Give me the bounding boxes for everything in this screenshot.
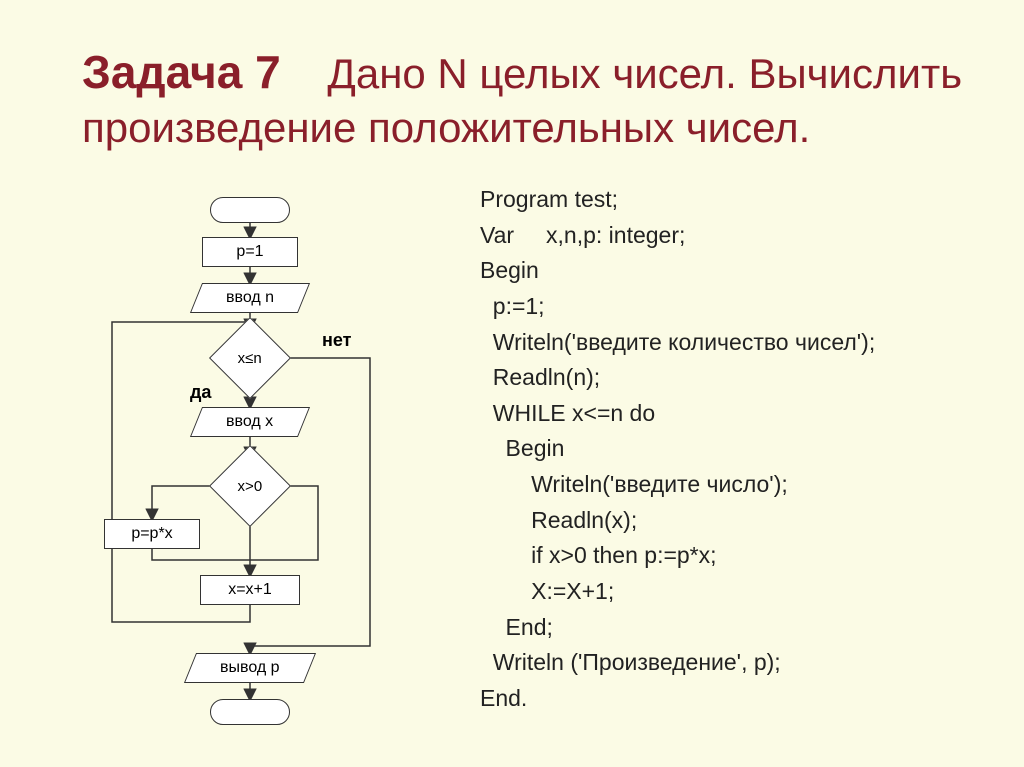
node-output-p: вывод p [184, 653, 316, 683]
node-cond2-text: x>0 [238, 477, 263, 494]
node-ppx-text: p=p*x [131, 525, 172, 543]
node-input-n: ввод n [190, 283, 310, 313]
node-ppx: p=p*x [104, 519, 200, 549]
title-block: Задача 7 Дано N целых чисел. Вычислить п… [82, 44, 964, 154]
node-input-x: ввод x [190, 407, 310, 437]
node-xinc: x=x+1 [200, 575, 300, 605]
label-no: нет [322, 330, 351, 351]
node-input-x-text: ввод x [226, 413, 273, 431]
node-input-n-text: ввод n [226, 289, 274, 307]
problem-text-1: Дано N целых чисел. Вычислить [327, 50, 962, 97]
node-p1-text: p=1 [236, 243, 263, 261]
node-start [210, 197, 290, 223]
node-output-p-text: вывод p [220, 659, 280, 677]
node-end [210, 699, 290, 725]
node-xinc-text: x=x+1 [228, 581, 272, 599]
title-line-2: произведение положительных чисел. [82, 102, 964, 155]
code-block: Program test; Var x,n,p: integer; Begin … [480, 182, 875, 757]
task-label: Задача 7 [82, 46, 281, 98]
label-yes: да [190, 382, 211, 403]
title-line-1: Задача 7 Дано N целых чисел. Вычислить [82, 44, 964, 102]
node-cond1-text: x≤n [238, 349, 262, 366]
content-row: p=1 ввод n x≤n нет да ввод x x>0 p=p*x x… [70, 190, 969, 757]
node-p1: p=1 [202, 237, 298, 267]
flowchart: p=1 ввод n x≤n нет да ввод x x>0 p=p*x x… [70, 190, 450, 750]
